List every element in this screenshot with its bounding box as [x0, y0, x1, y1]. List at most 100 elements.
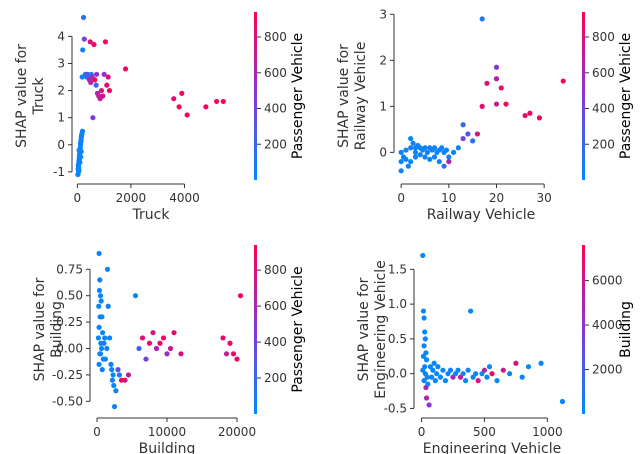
- y-tick-label: 4: [57, 29, 65, 43]
- scatter-point: [157, 340, 163, 346]
- scatter-point: [78, 138, 84, 144]
- x-tick-label: 10: [441, 191, 456, 205]
- scatter-point: [460, 135, 466, 142]
- scatter-point: [494, 378, 500, 384]
- scatter-point: [432, 378, 438, 384]
- scatter-point: [97, 351, 104, 357]
- scatter-point: [465, 131, 471, 137]
- x-tick-label: 0: [74, 191, 82, 205]
- scatter-point: [88, 79, 94, 86]
- scatter-point: [92, 77, 98, 83]
- scatter-point: [234, 356, 240, 362]
- y-tick-label: 1.5: [388, 262, 407, 276]
- scatter-point: [227, 340, 233, 346]
- scatter-point: [139, 335, 146, 341]
- x-tick-label: 500: [473, 425, 496, 439]
- scatter-point: [503, 101, 509, 107]
- scatter-point: [101, 71, 107, 77]
- scatter-point: [98, 345, 105, 352]
- scatter-point: [111, 404, 118, 410]
- y-axis-label-line: Railway Vehicle: [353, 42, 369, 151]
- scatter-point: [132, 293, 139, 299]
- scatter-point: [203, 104, 209, 110]
- scatter-point: [97, 277, 103, 283]
- scatter-point: [113, 388, 119, 394]
- scatter-point: [417, 152, 423, 158]
- scatter-point: [447, 367, 454, 373]
- x-axis-label: Truck: [132, 207, 171, 223]
- scatter-point: [115, 367, 121, 373]
- scatter-point: [479, 103, 485, 109]
- scatter-point: [442, 378, 449, 384]
- scatter-point: [102, 335, 108, 341]
- colorbar-tick-label: 4000: [592, 318, 623, 332]
- colorbar: [254, 12, 257, 180]
- scatter-point: [507, 371, 513, 377]
- scatter-point: [446, 158, 452, 165]
- scatter-point: [479, 16, 485, 22]
- scatter-point: [423, 395, 430, 401]
- scatter-point: [223, 351, 230, 357]
- scatter-point: [446, 154, 452, 160]
- scatter-point: [422, 154, 428, 160]
- scatter-point: [403, 147, 409, 153]
- scatter-point: [427, 156, 433, 162]
- scatter-point: [97, 293, 104, 299]
- panel-4: -0.5 0.0 0.5 1.0 1.5 0 500 1000 Engineering Vehi…: [356, 245, 634, 454]
- scatter-point: [106, 87, 113, 94]
- scatter-point: [398, 158, 404, 165]
- scatter-point: [90, 115, 96, 121]
- scatter-point: [493, 76, 500, 82]
- colorbar-tick-label: 400: [592, 102, 615, 116]
- scatter-point: [109, 377, 115, 383]
- scatter-point: [421, 378, 427, 384]
- scatter-point: [99, 367, 105, 373]
- y-tick-label: 2: [57, 84, 65, 98]
- scatter-point: [422, 145, 428, 151]
- scatter-point: [420, 308, 427, 314]
- scatter-point: [519, 374, 525, 380]
- scatter-point: [230, 351, 237, 357]
- scatter-point: [116, 372, 122, 378]
- scatter-point: [420, 252, 426, 259]
- scatter-point: [468, 308, 474, 314]
- scatter-point: [136, 345, 142, 352]
- y-axis-label: SHAP value forTruck: [14, 44, 47, 148]
- scatter-point: [473, 371, 479, 377]
- scatter-point: [421, 315, 427, 321]
- scatter-point: [176, 104, 182, 110]
- scatter-point: [76, 147, 82, 153]
- colorbar-tick-label: 600: [264, 299, 287, 313]
- x-tick-label: 10000: [148, 425, 186, 439]
- colorbar-tick-label: 200: [592, 137, 615, 151]
- scatter-point: [435, 364, 441, 370]
- scatter-point: [96, 287, 103, 294]
- scatter-point: [143, 356, 149, 362]
- scatter-point: [100, 93, 106, 99]
- scatter-point: [94, 71, 100, 77]
- y-tick-label: 3: [57, 56, 65, 70]
- x-tick-label: 0: [418, 425, 426, 439]
- y-axis-label: SHAP value forRailway Vehicle: [336, 42, 369, 151]
- y-axis-label-line: SHAP value for: [356, 277, 372, 381]
- colorbar: [254, 245, 257, 414]
- scatter-point: [536, 115, 542, 121]
- scatter-point: [412, 149, 419, 155]
- scatter-point: [493, 64, 500, 70]
- y-tick-label: 0.0: [388, 367, 407, 381]
- scatter-point: [184, 112, 190, 118]
- scatter-point: [179, 90, 185, 96]
- scatter-point: [105, 303, 111, 309]
- panel-3: -0.50 -0.25 0.00 0.25 0.50 0.75 0 10000 20000 Bui…: [32, 245, 306, 454]
- scatter-point: [486, 364, 493, 370]
- scatter-point: [150, 330, 156, 336]
- scatter-point: [437, 374, 444, 380]
- y-tick-label: 0.5: [388, 332, 407, 346]
- y-tick-label: -1: [53, 165, 65, 179]
- scatter-point: [95, 335, 101, 341]
- y-tick-label: -0.5: [384, 401, 407, 415]
- scatter-point: [525, 364, 532, 370]
- scatter-point: [439, 145, 445, 151]
- scatter-point: [101, 340, 107, 346]
